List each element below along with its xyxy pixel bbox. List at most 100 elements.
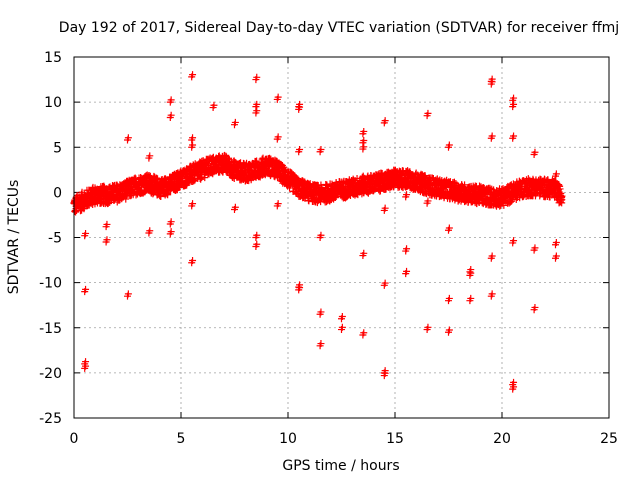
- y-tick-label: -10: [39, 276, 62, 292]
- y-axis-label: SDTVAR / TECUs: [6, 180, 22, 295]
- outlier-point: [445, 141, 453, 149]
- outlier-point: [381, 117, 389, 125]
- outlier-point: [424, 197, 432, 205]
- outlier-point: [338, 312, 346, 320]
- outlier-point: [510, 132, 518, 140]
- outlier-point: [552, 170, 560, 178]
- outlier-point: [510, 237, 518, 245]
- outlier-point: [510, 94, 518, 102]
- outlier-point: [403, 191, 411, 199]
- outlier-point: [488, 290, 496, 298]
- outlier-point: [531, 303, 539, 311]
- y-tick-label: -20: [39, 366, 62, 382]
- outlier-point: [445, 294, 453, 302]
- outlier-point: [82, 285, 90, 293]
- x-tick-label: 5: [177, 431, 186, 447]
- outlier-point: [189, 134, 197, 142]
- y-tick-label: 15: [44, 50, 62, 66]
- outlier-point: [124, 134, 132, 142]
- outlier-point: [552, 252, 560, 260]
- outlier-point: [296, 103, 304, 111]
- outlier-point: [189, 71, 197, 79]
- outlier-point: [338, 323, 346, 331]
- outlier-point: [167, 218, 175, 226]
- x-tick-label: 0: [70, 431, 79, 447]
- outlier-point: [467, 294, 475, 302]
- outlier-point: [253, 240, 261, 248]
- outlier-point: [488, 78, 496, 86]
- outlier-point: [510, 383, 518, 391]
- x-tick-label: 15: [386, 431, 404, 447]
- data-point: [132, 175, 140, 183]
- outlier-point: [210, 101, 218, 109]
- outlier-point: [189, 141, 197, 149]
- data-point: [461, 181, 469, 189]
- outlier-point: [445, 224, 453, 232]
- data-point: [79, 204, 87, 212]
- outlier-point: [360, 143, 368, 151]
- outlier-point: [381, 204, 389, 212]
- outlier-point: [146, 152, 154, 160]
- y-tick-label: 10: [44, 95, 62, 111]
- outlier-point: [510, 100, 518, 108]
- outlier-point: [253, 231, 261, 239]
- data-marks: [70, 71, 566, 393]
- y-tick-label: 0: [53, 185, 62, 201]
- outlier-point: [360, 136, 368, 144]
- outlier-point: [445, 326, 453, 334]
- outlier-point: [317, 340, 325, 348]
- outlier-point: [103, 236, 111, 244]
- outlier-point: [488, 252, 496, 260]
- data-point: [558, 192, 566, 200]
- outlier-point: [296, 146, 304, 154]
- outlier-point: [167, 111, 175, 119]
- outlier-point: [531, 244, 539, 252]
- x-tick-label: 20: [493, 431, 511, 447]
- outlier-point: [381, 279, 389, 287]
- outlier-point: [82, 229, 90, 237]
- y-tick-label: -5: [48, 231, 62, 247]
- outlier-point: [189, 200, 197, 208]
- data-point: [190, 177, 198, 185]
- plot-frame: [73, 56, 610, 419]
- data-point: [157, 192, 165, 200]
- data-point: [500, 201, 508, 209]
- y-tick-label: 5: [53, 140, 62, 156]
- y-tick-label: -25: [39, 411, 62, 427]
- outlier-point: [274, 200, 282, 208]
- outlier-point: [403, 267, 411, 275]
- y-tick-label: -15: [39, 321, 62, 337]
- outlier-point: [253, 100, 261, 108]
- outlier-point: [296, 284, 304, 292]
- data-point: [556, 185, 564, 193]
- outlier-point: [424, 109, 432, 117]
- outlier-point: [124, 290, 132, 298]
- outlier-point: [253, 73, 261, 81]
- outlier-point: [317, 308, 325, 316]
- outlier-point: [317, 146, 325, 154]
- outlier-point: [146, 227, 154, 235]
- outlier-point: [167, 96, 175, 104]
- outlier-point: [189, 257, 197, 265]
- outlier-point: [360, 249, 368, 257]
- x-tick-label: 25: [600, 431, 618, 447]
- data-point: [225, 154, 233, 162]
- x-tick-label: 10: [279, 431, 297, 447]
- outlier-point: [274, 133, 282, 141]
- outlier-point: [403, 245, 411, 253]
- data-point: [323, 181, 331, 189]
- ticks-layer: 0 5 10 15 20 25 -25 -20 -15 -10 -5 0 5 10 15: [39, 50, 618, 447]
- outlier-point: [531, 148, 539, 156]
- outlier-point: [231, 118, 239, 126]
- data-point: [386, 184, 394, 192]
- outlier-point: [360, 127, 368, 135]
- outlier-point: [424, 323, 432, 331]
- data-point: [353, 175, 361, 183]
- chart-title: Day 192 of 2017, Sidereal Day-to-day VTE…: [59, 20, 619, 36]
- x-axis-label: GPS time / hours: [282, 458, 399, 474]
- outlier-point: [253, 107, 261, 115]
- outlier-point: [360, 329, 368, 337]
- outlier-point: [317, 231, 325, 239]
- outlier-point: [488, 132, 496, 140]
